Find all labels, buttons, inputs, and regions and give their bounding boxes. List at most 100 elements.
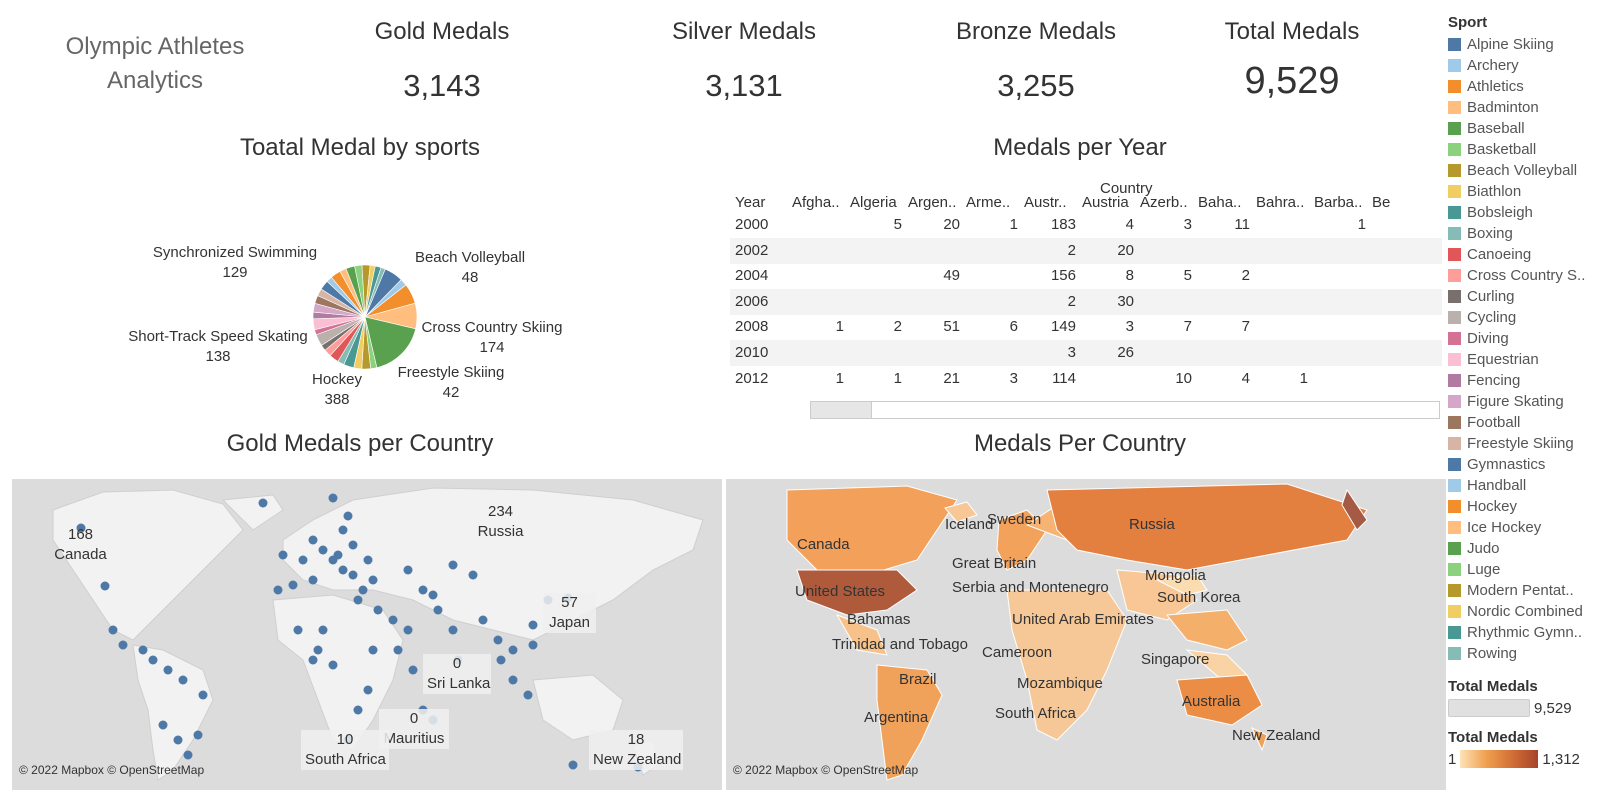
legend-item[interactable]: Modern Pentat.. [1448, 580, 1598, 601]
legend-item[interactable]: Curling [1448, 286, 1598, 307]
country-marker[interactable] [183, 750, 193, 760]
country-marker[interactable] [368, 645, 378, 655]
country-marker[interactable] [313, 645, 323, 655]
country-marker[interactable] [158, 720, 168, 730]
country-marker[interactable] [363, 555, 373, 565]
sport-legend[interactable]: Sport Alpine Skiing Archery Athletics Badmi… [1448, 14, 1598, 664]
medals-per-country-map[interactable]: Canada Iceland Sweden Russia Great Britain Un… [726, 479, 1446, 790]
legend-item[interactable]: Cycling [1448, 307, 1598, 328]
country-marker[interactable] [138, 645, 148, 655]
gold-map-attribution[interactable]: © 2022 Mapbox © OpenStreetMap [19, 763, 205, 777]
country-marker[interactable] [368, 575, 378, 585]
legend-item[interactable]: Judo [1448, 538, 1598, 559]
table-col-header[interactable]: Barba.. [1314, 194, 1363, 211]
legend-item[interactable]: Luge [1448, 559, 1598, 580]
country-marker[interactable] [338, 525, 348, 535]
country-marker[interactable] [448, 560, 458, 570]
legend-item[interactable]: Figure Skating [1448, 391, 1598, 412]
country-marker[interactable] [308, 655, 318, 665]
table-col-header[interactable]: Arme.. [966, 194, 1011, 211]
country-marker[interactable] [528, 620, 538, 630]
country-marker[interactable] [508, 675, 518, 685]
country-marker[interactable] [393, 645, 403, 655]
table-col-header[interactable]: Be [1372, 194, 1391, 211]
legend-item[interactable]: Ice Hockey [1448, 517, 1598, 538]
legend-item[interactable]: Alpine Skiing [1448, 34, 1598, 55]
legend-item[interactable]: Handball [1448, 475, 1598, 496]
country-marker[interactable] [308, 575, 318, 585]
country-marker[interactable] [76, 523, 86, 533]
legend-item[interactable]: Hockey [1448, 496, 1598, 517]
legend-item[interactable]: Basketball [1448, 139, 1598, 160]
medal-map-attribution[interactable]: © 2022 Mapbox © OpenStreetMap [733, 763, 919, 777]
country-marker[interactable] [358, 585, 368, 595]
country-marker[interactable] [508, 645, 518, 655]
legend-item[interactable]: Baseball [1448, 118, 1598, 139]
country-marker[interactable] [338, 565, 348, 575]
country-marker[interactable] [173, 735, 183, 745]
pie-slice[interactable] [364, 267, 386, 318]
country-marker[interactable] [198, 690, 208, 700]
country-marker[interactable] [408, 665, 418, 675]
table-col-header[interactable]: Bahra.. [1256, 194, 1305, 211]
table-horizontal-scrollbar[interactable] [810, 401, 1440, 419]
legend-item[interactable]: Badminton [1448, 97, 1598, 118]
country-marker[interactable] [178, 675, 188, 685]
country-marker[interactable] [568, 760, 578, 770]
legend-item[interactable]: Equestrian [1448, 349, 1598, 370]
country-marker[interactable] [288, 580, 298, 590]
country-marker[interactable] [343, 511, 353, 521]
legend-item[interactable]: Cross Country S.. [1448, 265, 1598, 286]
country-marker[interactable] [348, 570, 358, 580]
country-marker[interactable] [468, 570, 478, 580]
table-col-header[interactable]: Azerb.. [1140, 194, 1188, 211]
legend-item[interactable]: Fencing [1448, 370, 1598, 391]
country-marker[interactable] [363, 685, 373, 695]
legend-item[interactable]: Rhythmic Gymn.. [1448, 622, 1598, 643]
country-marker[interactable] [403, 625, 413, 635]
legend-item[interactable]: Nordic Combined [1448, 601, 1598, 622]
country-marker[interactable] [433, 605, 443, 615]
country-marker[interactable] [418, 585, 428, 595]
table-col-header[interactable]: Austria [1082, 194, 1129, 211]
legend-item[interactable]: Diving [1448, 328, 1598, 349]
country-marker[interactable] [298, 555, 308, 565]
country-marker[interactable] [328, 493, 338, 503]
country-marker[interactable] [478, 615, 488, 625]
legend-item[interactable]: Biathlon [1448, 181, 1598, 202]
country-marker[interactable] [148, 655, 158, 665]
country-marker[interactable] [273, 585, 283, 595]
country-marker[interactable] [258, 498, 268, 508]
legend-item[interactable]: Canoeing [1448, 244, 1598, 265]
country-marker[interactable] [403, 565, 413, 575]
country-marker[interactable] [163, 665, 173, 675]
country-marker[interactable] [496, 655, 506, 665]
table-col-header[interactable]: Argen.. [908, 194, 957, 211]
country-marker[interactable] [373, 605, 383, 615]
country-marker[interactable] [528, 640, 538, 650]
legend-item[interactable]: Archery [1448, 55, 1598, 76]
country-marker[interactable] [493, 635, 503, 645]
country-marker[interactable] [318, 545, 328, 555]
scrollbar-thumb[interactable] [811, 402, 872, 418]
legend-item[interactable]: Rowing [1448, 643, 1598, 664]
country-marker[interactable] [100, 581, 110, 591]
legend-item[interactable]: Boxing [1448, 223, 1598, 244]
country-marker[interactable] [278, 550, 288, 560]
table-col-header[interactable]: Baha.. [1198, 194, 1242, 211]
legend-item[interactable]: Gymnastics [1448, 454, 1598, 475]
table-col-header[interactable]: Algeria [850, 194, 897, 211]
gold-medals-map[interactable]: 168 Canada 234 Russia 57 Japan 0 Sri Lanka 0… [12, 479, 722, 790]
table-col-header[interactable]: Afgha.. [792, 194, 840, 211]
legend-item[interactable]: Football [1448, 412, 1598, 433]
country-marker[interactable] [308, 535, 318, 545]
country-marker[interactable] [293, 625, 303, 635]
country-marker[interactable] [318, 625, 328, 635]
legend-item[interactable]: Bobsleigh [1448, 202, 1598, 223]
country-marker[interactable] [193, 730, 203, 740]
country-marker[interactable] [448, 625, 458, 635]
table-col-header[interactable]: Austr.. [1024, 194, 1067, 211]
country-marker[interactable] [348, 540, 358, 550]
country-marker[interactable] [328, 660, 338, 670]
country-marker[interactable] [108, 625, 118, 635]
